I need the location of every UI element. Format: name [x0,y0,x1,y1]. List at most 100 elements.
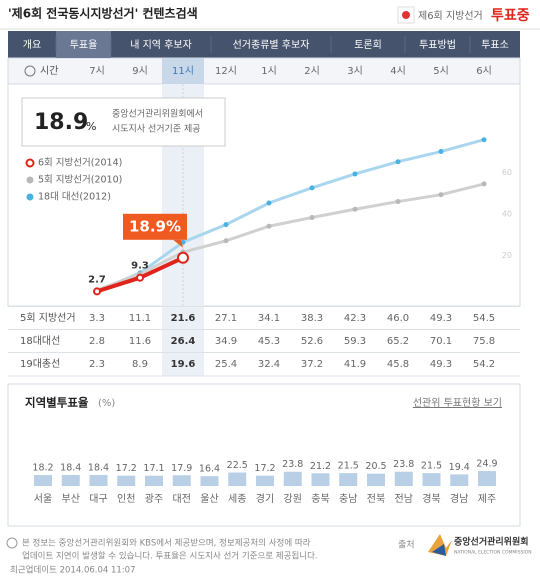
region-name: 광주 [145,493,163,505]
time-tab[interactable]: 6시 [476,65,492,77]
time-tab[interactable]: 12시 [215,65,237,77]
region-name: 세종 [228,493,246,505]
cell: 70.1 [430,336,452,347]
cell: 3.3 [89,313,105,324]
callout-label: 18.9% [129,217,181,235]
cell: 54.2 [473,359,495,370]
bar [339,473,358,486]
tab-active [56,31,111,58]
region-name: 강원 [284,493,302,505]
time-tab[interactable]: 2시 [304,65,320,77]
tab[interactable]: 투표방법 [419,39,456,51]
cell: 45.3 [258,336,280,347]
row-label: 19대총선 [20,358,60,370]
bar [311,473,330,486]
cell: 38.3 [301,313,323,324]
cell: 37.2 [301,359,323,370]
legend-label: 18대 대선(2012) [38,192,111,203]
tab[interactable]: 개요 [23,39,41,51]
bar-label: 16.4 [199,464,220,475]
org-logo [428,534,452,556]
cell: 11.6 [129,336,151,347]
point [352,206,358,212]
footer-line: 본 정보는 중앙선거관리위원회와 KBS에서 제공받으며, 정보제공처의 사정에… [22,538,311,549]
time-tab[interactable]: 7시 [89,65,105,77]
legend-label: 6회 지방선거(2014) [38,158,122,169]
cell: 52.6 [301,336,323,347]
legend-marker [26,176,34,184]
clock-icon [24,65,36,77]
bar [422,473,441,486]
time-bar [7,57,521,85]
flag-emblem [402,11,410,19]
bar-label: 21.5 [421,461,442,472]
point [136,273,144,282]
bar-label: 17.2 [116,463,137,474]
point [481,137,487,143]
bar [145,475,163,486]
bar-label: 20.5 [365,461,386,472]
cell: 11.1 [129,313,151,324]
tab[interactable]: 토론회 [354,39,382,51]
region-name: 대구 [89,493,107,505]
time-label: 시간 [40,65,58,77]
footer-updated: 최근업데이트 2014.06.04 11:07 [10,565,136,576]
cell: 21.6 [171,313,196,324]
bar-label: 18.2 [32,463,53,474]
tab[interactable]: 선거종류별 후보자 [233,39,310,51]
point [223,222,229,228]
legend-label: 5회 지방선거(2010) [38,175,122,186]
point [352,171,358,177]
bar [117,475,136,486]
point [93,287,101,296]
cell: 42.3 [344,313,366,324]
cell: 65.2 [387,336,409,347]
point [309,215,315,221]
cell: 27.1 [215,313,237,324]
cell: 59.3 [344,336,366,347]
status: 투표중 [491,8,530,24]
point [223,238,229,244]
bar [34,475,52,486]
tab[interactable]: 투표율 [70,39,98,51]
bar-label: 19.4 [449,462,470,473]
region-name: 서울 [34,493,52,505]
point [266,200,272,206]
section-unit: (%) [98,398,115,409]
y-tick-label: 60 [502,168,512,177]
cell: 54.5 [473,313,495,324]
point [481,181,487,187]
data-label: 9.3 [131,261,149,272]
tab[interactable]: 투표소 [481,39,509,51]
footer-line: 업데이트 지연이 발생할 수 있습니다. 투표율은 시도지사 선거 기준으로 제… [22,551,318,562]
legend-marker [26,193,34,201]
y-tick-label: 40 [502,210,512,219]
cell: 19.6 [171,359,196,370]
bar [89,474,108,486]
region-name: 제주 [478,493,496,505]
bar [478,471,496,486]
bar-label: 21.5 [338,461,359,472]
time-tab[interactable]: 3시 [347,65,363,77]
org-name-en: NATIONAL ELECTION COMMISSION [454,550,532,556]
link[interactable]: 선관위 투표현황 보기 [413,396,502,409]
bar [394,471,413,486]
bar [256,475,274,486]
time-tab[interactable]: 9시 [132,65,148,77]
cell: 49.3 [430,313,452,324]
cell: 46.0 [387,313,409,324]
data-label: 2.7 [88,274,106,285]
bar [200,476,219,486]
bar-label: 23.8 [282,459,303,470]
bar-label: 17.9 [171,463,192,474]
bar [283,471,302,486]
region-name: 전남 [395,493,413,505]
cell: 34.1 [258,313,280,324]
time-tab[interactable]: 5시 [433,65,449,77]
time-tab[interactable]: 4시 [390,65,406,77]
time-tab[interactable]: 1시 [261,65,277,77]
time-tab[interactable]: 11시 [172,65,194,77]
cell: 2.8 [89,336,105,347]
tab[interactable]: 내 지역 후보자 [130,39,192,51]
info-line: 시도지사 선거기준 제공 [112,124,201,135]
